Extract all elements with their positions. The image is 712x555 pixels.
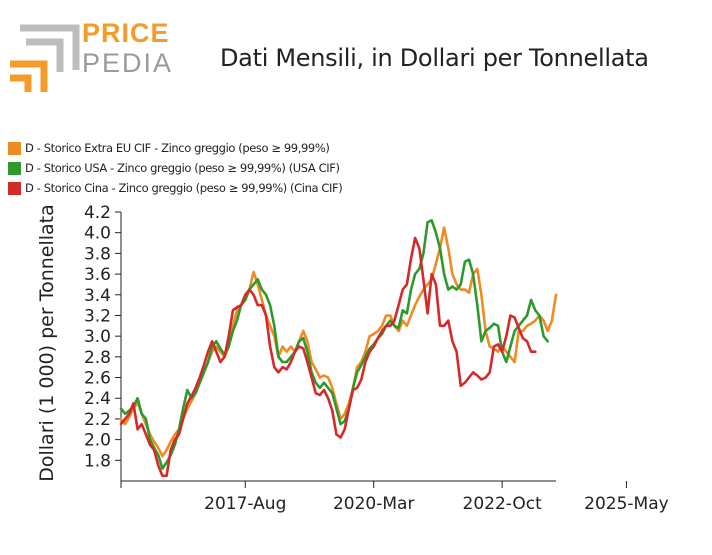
legend-item-extra-eu[interactable]: D - Storico Extra EU CIF - Zinco greggio… xyxy=(8,138,342,158)
y-tick-label: 2.2 xyxy=(84,410,111,430)
y-tick-label: 3.8 xyxy=(84,244,111,264)
y-tick-label: 4.2 xyxy=(84,203,111,223)
pricepedia-logo: PRICE PEDIA xyxy=(6,18,171,92)
y-tick-label: 3.4 xyxy=(84,286,111,306)
y-tick-label: 2.0 xyxy=(84,431,111,451)
x-axis: 2017-Aug 2020-Mar 2022-Oct 2025-May xyxy=(120,480,669,514)
y-axis-label: Dollari (1 000) per Tonnellata xyxy=(36,204,58,482)
legend-item-cina[interactable]: D - Storico Cina - Zinco greggio (peso ≥… xyxy=(8,178,343,198)
y-tick-label: 2.8 xyxy=(84,348,111,368)
series-line-usa xyxy=(119,219,550,470)
logo-word-price: PRICE xyxy=(82,18,170,48)
x-tick-label: 2025-May xyxy=(584,494,669,514)
y-tick-label: 2.4 xyxy=(84,389,111,409)
legend-label-extra-eu: D - Storico Extra EU CIF - Zinco greggio… xyxy=(25,141,330,155)
y-tick-label: 1.8 xyxy=(84,451,111,471)
legend-swatch-green xyxy=(8,161,21,175)
y-tick-label: 2.6 xyxy=(84,369,111,389)
x-tick-label: 2020-Mar xyxy=(333,494,414,514)
x-tick-label: 2017-Aug xyxy=(204,494,286,514)
chart-title: Dati Mensili, in Dollari per Tonnellata xyxy=(220,44,649,72)
logo-word-pedia: PEDIA xyxy=(82,48,174,78)
series-lines xyxy=(119,219,558,478)
legend-label-usa: D - Storico USA - Zinco greggio (peso ≥ … xyxy=(25,161,340,175)
legend-label-cina: D - Storico Cina - Zinco greggio (peso ≥… xyxy=(25,181,343,195)
series-line-extra-eu xyxy=(119,226,558,458)
y-tick-label: 3.6 xyxy=(84,265,111,285)
logo-mark-icon xyxy=(10,24,80,92)
y-tick-label: 4.0 xyxy=(84,224,111,244)
y-tick-label: 3.2 xyxy=(84,306,111,326)
legend-swatch-red xyxy=(8,181,21,195)
y-tick-label: 3.0 xyxy=(84,327,111,347)
series-line-cina xyxy=(119,236,537,478)
x-tick-label: 2022-Oct xyxy=(463,494,543,514)
y-axis: 1.82.02.22.42.62.83.03.23.43.63.84.04.2 xyxy=(84,203,122,481)
legend-swatch-orange xyxy=(8,141,21,155)
legend-item-usa[interactable]: D - Storico USA - Zinco greggio (peso ≥ … xyxy=(8,158,342,178)
chart-legend: D - Storico Extra EU CIF - Zinco greggio… xyxy=(8,138,343,198)
